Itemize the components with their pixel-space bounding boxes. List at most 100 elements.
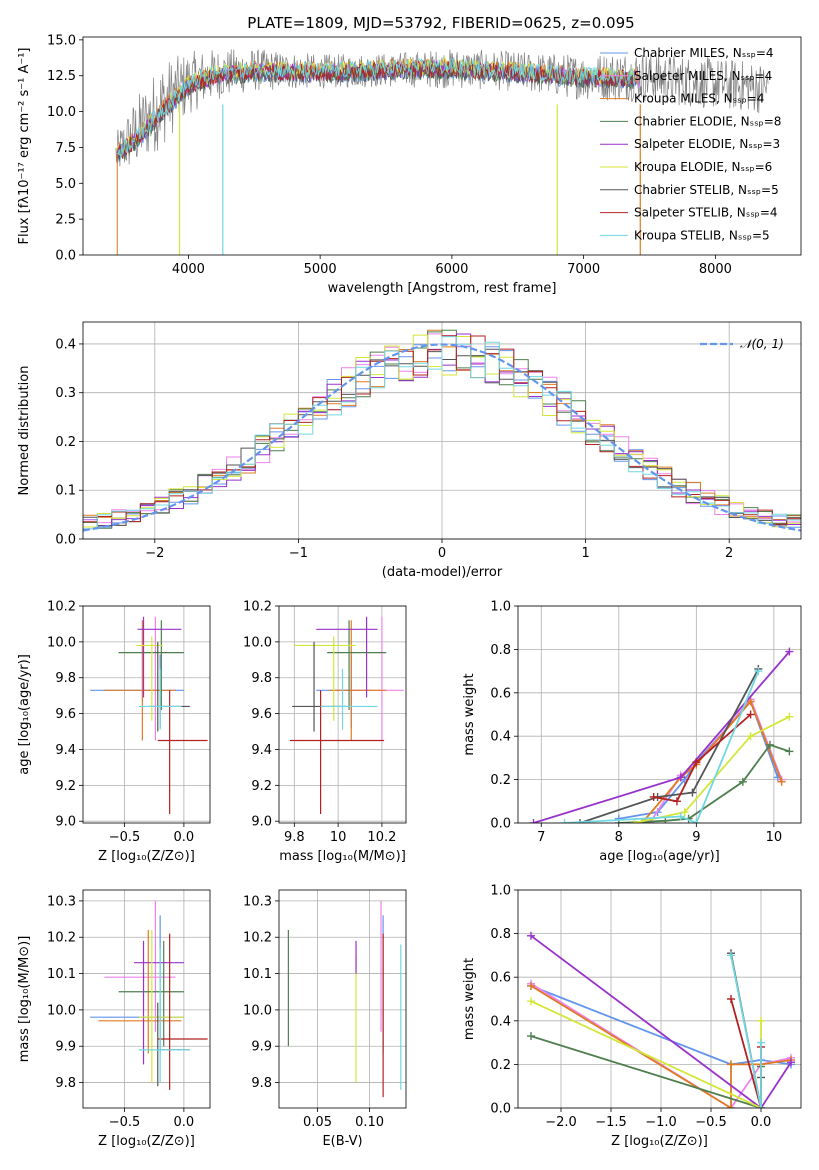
age_vs_z-frame <box>82 605 211 824</box>
mass_vs_z-point-kroupa_elodie <box>138 929 184 1083</box>
weight_vs_z-ylabel: mass weight <box>462 958 477 1040</box>
legend-label-gaussian: 𝒩(0, 1) <box>740 337 784 351</box>
weight_vs_age-marker-chabrier_elodie <box>738 777 747 786</box>
mass_vs_ebv-plot-area <box>287 900 402 1098</box>
weight_vs_age-marker-kroupa_miles <box>638 819 647 823</box>
weight_vs_z-xtick-label: 0.0 <box>751 1115 772 1130</box>
weight_vs_z-ytick-label: 0.8 <box>490 927 511 942</box>
legend-label-chabrier_elodie: Chabrier ELODIE, Nₛₛₚ=8 <box>634 114 781 128</box>
spectrum-xtick-label: 8000 <box>699 262 732 277</box>
age_vs_z-plot-area <box>90 616 208 815</box>
mass_vs_ebv-ytick-label: 9.8 <box>251 1076 272 1091</box>
weight_vs_age-marker-chabrier_elodie <box>765 740 774 749</box>
age_vs_mass-point-salpeter_elodie <box>316 616 378 698</box>
weight_vs_age-marker-kroupa_elodie <box>746 732 755 741</box>
weight_vs_z-marker-salpeter_elodie <box>787 1058 795 1067</box>
mass_vs_z-ytick-label: 9.8 <box>55 1076 76 1091</box>
weight_vs_z-xtick-label: −1.0 <box>645 1115 677 1130</box>
residuals-ylabel: Normed distribution <box>17 366 32 496</box>
mass_vs_ebv-ytick-label: 9.9 <box>251 1040 272 1055</box>
weight_vs_age-xlabel: age [log₁₀(age/yr)] <box>599 849 720 864</box>
age_vs_mass-point-kroupa_stelib <box>320 668 378 730</box>
weight_vs_age-xtick-label: 7 <box>537 830 545 845</box>
mass_vs_z-ylabel: mass [log₁₀(M/M⊙)] <box>17 936 32 1063</box>
age_vs_z-ytick-label: 10.2 <box>47 600 76 615</box>
mass_vs_ebv-ytick-label: 10.1 <box>243 967 272 982</box>
mass_vs_z-point-salpeter_stelib <box>157 933 208 1090</box>
mass_vs_z-point-salpeter_elodie <box>134 940 184 1065</box>
age_vs_mass-point-kroupa_miles <box>329 620 387 741</box>
mass_vs_z-panel: −0.5 0.0 9.8 9.9 10.0 10.1 10.2 10.3 Z [log₁₀(Z/… <box>17 889 211 1149</box>
weight_vs_z-marker-salpeter_elodie <box>527 931 535 940</box>
spectrum-plot-area <box>115 49 769 255</box>
legend-label-kroupa_elodie: Kroupa ELODIE, Nₛₛₚ=6 <box>634 160 772 174</box>
age_vs_mass-ytick-label: 9.0 <box>251 815 272 830</box>
spectrum-ytick-label: 12.5 <box>47 69 76 84</box>
weight_vs_z-line-salpeter_elodie <box>530 935 792 1108</box>
age_vs_mass-xtick-label: 10.2 <box>367 830 396 845</box>
weight_vs_age-marker-kroupa_miles <box>777 777 786 786</box>
weight_vs_z-marker-kroupa_elodie <box>757 1016 765 1025</box>
residuals-ytick-label: 0.3 <box>55 386 76 401</box>
weight_vs_age-marker-salpeter_stelib <box>692 758 701 767</box>
mass_vs_ebv-panel: 0.05 0.10 9.8 9.9 10.0 10.1 10.2 10.3 E(B-V) <box>243 889 407 1149</box>
weight_vs_age-ytick-label: 0.4 <box>490 730 511 745</box>
mass_vs_z-ytick-label: 10.0 <box>47 1003 76 1018</box>
weight_vs_age-line-chabrier_stelib <box>579 668 760 823</box>
residuals-xtick-label: 0 <box>438 546 446 561</box>
legend-label-kroupa_stelib: Kroupa STELIB, Nₛₛₚ=5 <box>634 228 770 242</box>
panels: 4000 5000 6000 7000 80000.02.55.07.510.012.5… <box>17 33 802 1149</box>
weight_vs_z-marker-salpeter_stelib <box>727 995 735 1003</box>
weight_vs_z-xtick-label: −2.0 <box>545 1115 577 1130</box>
weight_vs_age-frame <box>517 605 802 824</box>
weight_vs_age-panel: 7 8 9 10 0.0 0.2 0.4 0.6 0.8 1.0 age [log₁₀(age/yr… <box>462 600 802 864</box>
residuals-panel: −2 −1 0 1 2 0.0 0.1 0.2 0.3 0.4 (data-model)/error… <box>17 321 802 580</box>
mass_vs_z-xtick-label: −0.5 <box>109 1115 141 1130</box>
spectrum-frame <box>82 36 802 256</box>
weight_vs_age-ytick-label: 0.6 <box>490 686 511 701</box>
weight_vs_z-xtick-label: −1.5 <box>595 1115 627 1130</box>
residuals-gaussian-line <box>83 343 801 532</box>
weight_vs_z-marker-kroupa_miles <box>527 981 535 990</box>
weight_vs_age-xtick-label: 10 <box>766 830 783 845</box>
age_vs_z-ytick-label: 10.0 <box>47 635 76 650</box>
weight_vs_age-line-chabrier_elodie <box>618 743 790 823</box>
weight_vs_z-ytick-label: 0.4 <box>490 1014 511 1029</box>
spectrum-xtick-label: 7000 <box>567 262 600 277</box>
weight_vs_z-marker-kroupa_miles <box>727 1104 735 1108</box>
weight_vs_age-line-kroupa_stelib <box>564 670 760 823</box>
age_vs_mass-ytick-label: 9.6 <box>251 707 272 722</box>
age_vs_mass-xtick-label: 10 <box>330 830 347 845</box>
weight_vs_z-plot-area <box>527 931 795 1108</box>
weight_vs_z-marker-kroupa_miles <box>727 1060 735 1069</box>
spectrum-xlabel: wavelength [Angstrom, rest frame] <box>328 281 557 296</box>
age_vs_mass-point-chabrier_elodie <box>327 620 387 711</box>
mass_vs_z-ytick-label: 9.9 <box>55 1040 76 1055</box>
spectrum-model-kroupa_stelib <box>116 57 636 158</box>
age_vs_z-ylabel: age [log₁₀(age/yr)] <box>17 654 32 775</box>
age_vs_z-ytick-label: 9.6 <box>55 707 76 722</box>
residuals-ytick-label: 0.4 <box>55 337 76 352</box>
weight_vs_age-ytick-label: 0.0 <box>490 817 511 832</box>
age_vs_z-point-kroupa_stelib <box>138 668 182 730</box>
weight_vs_age-marker-kroupa_stelib <box>692 819 701 823</box>
weight_vs_age-plot-area <box>529 647 794 823</box>
residuals-xtick-label: 1 <box>581 546 589 561</box>
weight_vs_age-marker-salpeter_stelib <box>746 710 755 719</box>
mass_vs_z-point-kroupa_stelib <box>138 948 190 1083</box>
age_vs_mass-ytick-label: 9.4 <box>251 743 272 758</box>
legend-label-salpeter_miles: Salpeter MILES, Nₛₛₚ=4 <box>634 69 772 83</box>
age_vs_z-xtick-label: −0.5 <box>109 830 141 845</box>
mass_vs_z-ytick-label: 10.3 <box>47 894 76 909</box>
spectrum-xtick-label: 5000 <box>304 262 337 277</box>
weight_vs_z-panel: −2.0 −1.5 −1.0 −0.5 0.0 0.0 0.2 0.4 0.6 0.8 1.0 Z [… <box>462 884 802 1149</box>
weight_vs_age-marker-salpeter_stelib <box>649 792 658 801</box>
residuals-ytick-label: 0.2 <box>55 435 76 450</box>
residuals-frame <box>82 321 802 540</box>
mass_vs_ebv-xlabel: E(B-V) <box>322 1134 362 1149</box>
age_vs_z-ytick-label: 9.2 <box>55 779 76 794</box>
age_vs_z-ytick-label: 9.0 <box>55 815 76 830</box>
mass_vs_z-plot-area <box>90 900 208 1090</box>
